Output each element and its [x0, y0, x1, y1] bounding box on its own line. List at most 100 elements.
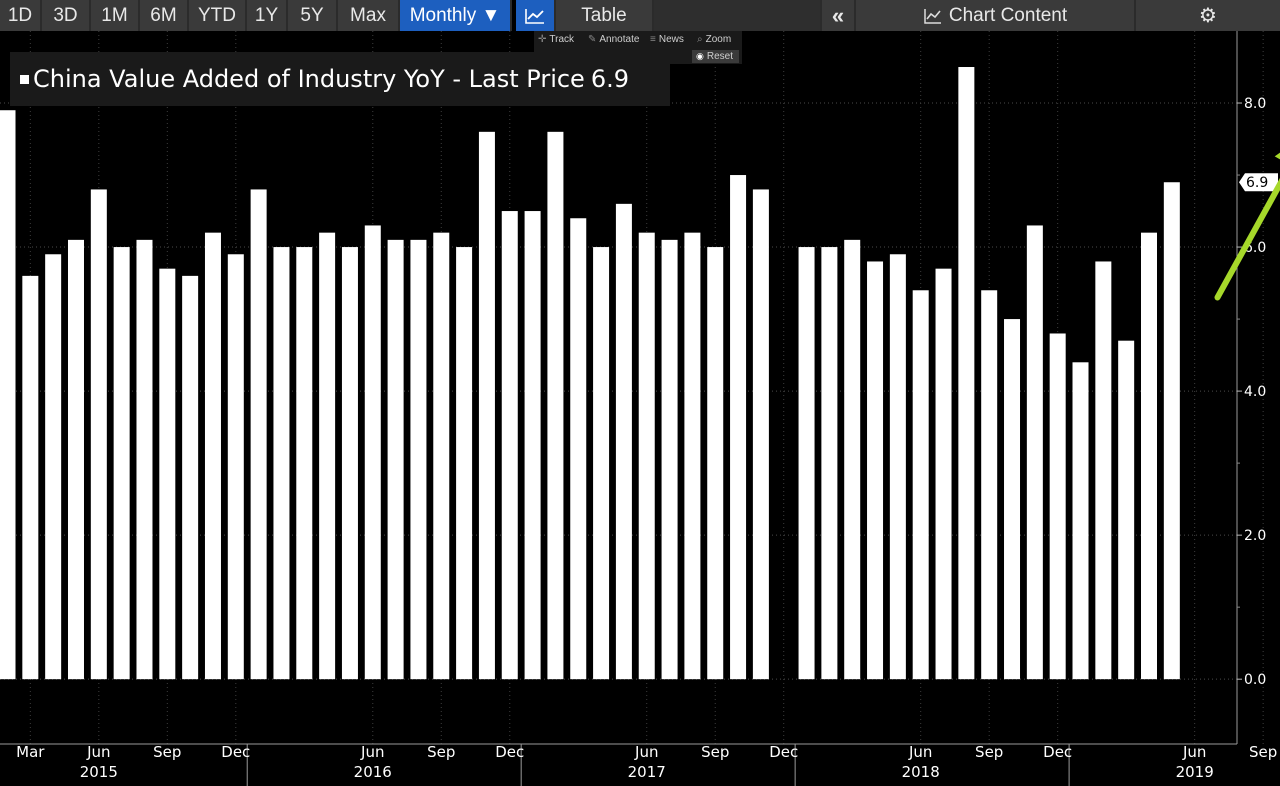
bar-2016-06 — [364, 225, 381, 680]
bar-2018-09 — [981, 290, 998, 680]
bar-2016-04 — [319, 232, 336, 680]
x-tick-label-11: Sep — [975, 743, 1003, 761]
x-year-label-1: 2016 — [354, 763, 392, 781]
range-button-6m[interactable]: 6M — [140, 0, 187, 31]
bar-2016-03 — [296, 247, 313, 680]
bar-2016-02 — [273, 247, 290, 680]
collapse-button[interactable]: « — [822, 0, 854, 31]
bar-2015-11 — [204, 232, 221, 680]
bar-2015-06 — [90, 189, 107, 680]
magnifier-icon: ⌕ — [697, 34, 703, 45]
news-tool[interactable]: ≡ News — [650, 34, 684, 45]
x-tick-label-5: Sep — [427, 743, 455, 761]
range-button-1d[interactable]: 1D — [0, 0, 40, 31]
bar-2017-07 — [661, 239, 678, 680]
bar-2018-12 — [1049, 333, 1066, 680]
x-tick-label-14: Sep — [1249, 743, 1277, 761]
bar-2015-12 — [227, 254, 244, 680]
bar-2016-05 — [341, 247, 358, 680]
y-tick-label-4: 8.0 — [1244, 96, 1266, 112]
gear-icon: ⚙ — [1199, 5, 1217, 27]
bar-2017-11 — [752, 189, 769, 680]
range-button-5y[interactable]: 5Y — [288, 0, 336, 31]
x-tick-label-4: Jun — [360, 743, 384, 761]
bar-2018-05 — [889, 254, 906, 680]
bar-2018-07 — [935, 268, 952, 680]
settings-button[interactable]: ⚙ — [1136, 0, 1280, 31]
bar-2015-05 — [67, 239, 84, 680]
bar-2019-01 — [1072, 362, 1089, 680]
reset-label: Reset — [706, 51, 733, 62]
x-tick-label-6: Dec — [495, 743, 524, 761]
bar-2018-08 — [958, 67, 975, 680]
bar-2019-05 — [1163, 182, 1180, 680]
bar-2019-02 — [1095, 261, 1112, 680]
bar-2018-01 — [798, 247, 815, 680]
bar-2015-02 — [0, 110, 16, 680]
bar-2017-08 — [684, 232, 701, 680]
range-button-max[interactable]: Max — [338, 0, 398, 31]
reset-icon: ◉ — [696, 51, 704, 61]
bar-2017-02 — [547, 131, 564, 680]
x-tick-label-12: Dec — [1043, 743, 1072, 761]
y-tick-label-2: 4.0 — [1244, 384, 1266, 400]
x-tick-label-2: Sep — [153, 743, 181, 761]
x-year-label-4: 2019 — [1176, 763, 1214, 781]
bar-2015-03 — [22, 275, 39, 680]
trend-arrow-shaft — [1214, 177, 1280, 301]
toolbar: 1D 3D 1M 6M YTD 1Y 5Y Max Monthly ▼ Tabl… — [0, 0, 1280, 31]
legend-series-label: China Value Added of Industry YoY - Last… — [33, 65, 585, 93]
x-tick-label-3: Dec — [221, 743, 250, 761]
track-tool[interactable]: ✛ Track — [538, 34, 574, 45]
x-tick-label-10: Jun — [908, 743, 932, 761]
chart-content-icon — [924, 8, 941, 24]
legend-last-value: 6.9 — [590, 65, 629, 93]
bar-2017-01 — [524, 211, 541, 680]
range-button-3d[interactable]: 3D — [42, 0, 89, 31]
bar-2017-09 — [707, 247, 724, 680]
bar-2016-07 — [387, 239, 404, 680]
news-label: News — [658, 34, 684, 45]
chart-content-button[interactable]: Chart Content — [856, 0, 1134, 31]
bar-2018-06 — [912, 290, 929, 680]
range-button-1y[interactable]: 1Y — [247, 0, 286, 31]
bar-layer — [0, 67, 1180, 680]
news-icon: ≡ — [650, 34, 656, 45]
x-tick-label-8: Sep — [701, 743, 729, 761]
line-chart-icon — [525, 8, 544, 24]
bar-2015-09 — [159, 268, 176, 680]
annotate-tool[interactable]: ✎ Annotate — [588, 34, 639, 45]
y-tick-label-1: 2.0 — [1244, 528, 1266, 544]
bar-2016-11 — [478, 131, 495, 680]
pencil-icon: ✎ — [588, 34, 597, 45]
chart-type-button[interactable] — [516, 0, 554, 31]
bar-2017-04 — [593, 247, 610, 680]
bar-2018-04 — [867, 261, 884, 680]
chart-legend[interactable]: China Value Added of Industry YoY - Last… — [10, 52, 670, 106]
x-year-label-0: 2015 — [80, 763, 118, 781]
bar-2015-08 — [136, 239, 153, 680]
last-value-badge — [1239, 173, 1278, 192]
bar-2016-09 — [433, 232, 450, 680]
bar-2019-04 — [1141, 232, 1157, 680]
bar-2018-10 — [1004, 319, 1021, 680]
table-button[interactable]: Table — [556, 0, 652, 31]
toolbar-spacer — [654, 0, 820, 31]
reset-button[interactable]: ◉ Reset — [692, 50, 739, 63]
x-tick-label-7: Jun — [634, 743, 658, 761]
frequency-dropdown[interactable]: Monthly ▼ — [400, 0, 510, 31]
bar-2016-10 — [456, 247, 473, 680]
bar-2017-10 — [730, 175, 747, 680]
track-label: Track — [549, 34, 575, 45]
x-tick-label-9: Dec — [769, 743, 798, 761]
bar-2017-05 — [615, 203, 632, 680]
zoom-tool[interactable]: ⌕ Zoom — [697, 34, 731, 45]
zoom-label: Zoom — [705, 34, 732, 45]
legend-swatch — [20, 74, 29, 84]
bar-2015-04 — [45, 254, 62, 680]
range-button-1m[interactable]: 1M — [91, 0, 138, 31]
bar-2016-01 — [250, 189, 267, 680]
range-button-ytd[interactable]: YTD — [189, 0, 245, 31]
bar-2015-10 — [182, 275, 199, 680]
